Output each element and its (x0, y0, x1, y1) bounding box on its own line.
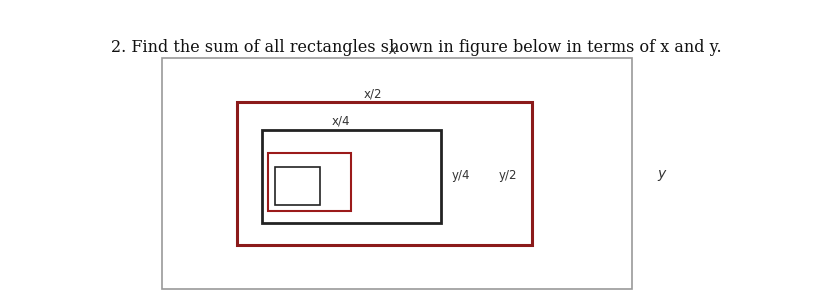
Text: y/2: y/2 (498, 169, 517, 182)
Text: x/4: x/4 (332, 115, 350, 128)
Bar (268, 153, 351, 211)
Bar (262, 130, 441, 223)
Text: y/4: y/4 (452, 169, 470, 182)
Text: 2. Find the sum of all rectangles shown in figure below in terms of x and y.: 2. Find the sum of all rectangles shown … (111, 39, 721, 56)
Text: x/2: x/2 (364, 88, 382, 100)
Text: y: y (657, 167, 666, 181)
Text: x: x (389, 43, 397, 57)
Bar (237, 102, 532, 245)
Bar (275, 167, 320, 206)
Bar (162, 58, 632, 289)
